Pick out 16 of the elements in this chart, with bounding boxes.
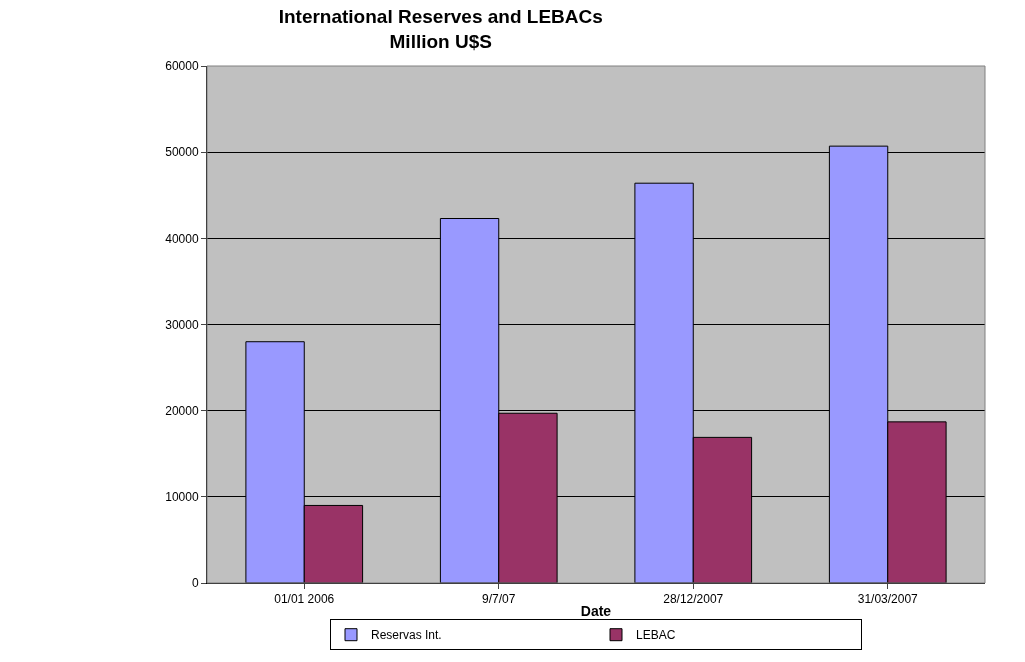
- y-tick-label: 10000: [165, 490, 199, 505]
- legend-label: Reservas Int.: [371, 628, 442, 643]
- x-axis-title: Date: [580, 602, 612, 619]
- chart-title: International Reserves and LEBACs: [278, 6, 603, 28]
- chart-subtitle: Million U$S: [389, 30, 492, 52]
- y-tick-label: 20000: [165, 403, 199, 418]
- x-tick-label: 28/12/2007: [663, 592, 724, 607]
- x-tick-label: 9/7/07: [482, 592, 516, 607]
- y-tick-label: 40000: [165, 231, 199, 246]
- y-tick-label: 60000: [165, 59, 199, 74]
- legend-label: LEBAC: [636, 628, 676, 643]
- y-tick-label: 0: [191, 576, 199, 591]
- x-tick-label: 31/03/2007: [857, 592, 919, 607]
- x-tick-label: 01/01 2006: [274, 592, 335, 607]
- y-tick-label: 50000: [165, 145, 199, 160]
- y-tick-label: 30000: [165, 317, 199, 332]
